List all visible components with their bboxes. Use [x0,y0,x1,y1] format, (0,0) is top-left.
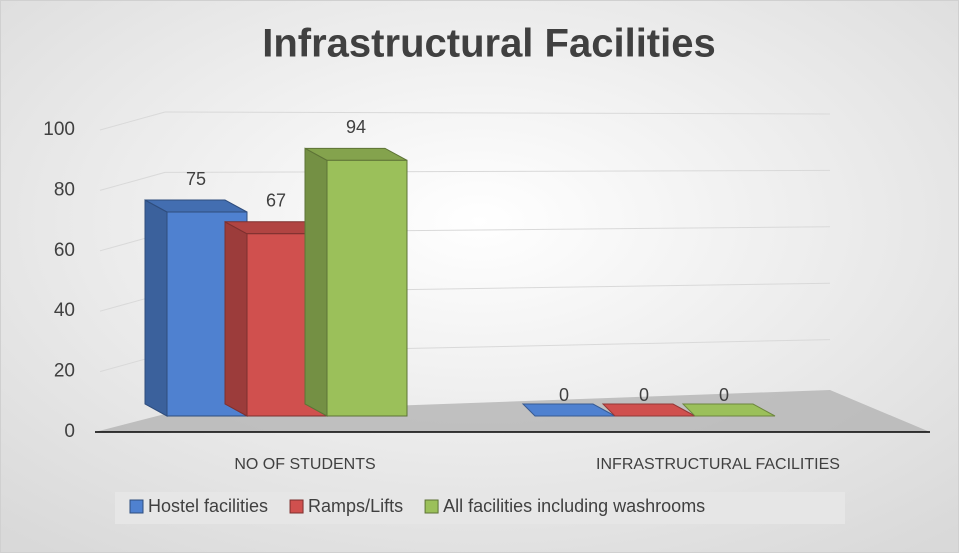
data-label: 94 [346,117,366,137]
legend-swatch [424,499,439,514]
y-tick-label: 0 [64,421,75,442]
chart-title: Infrastructural Facilities [262,22,715,66]
bar [681,403,776,417]
bar-side [304,147,328,417]
legend-box [115,492,845,524]
bar-side [144,199,168,417]
legend-label: All facilities including washrooms [443,496,705,516]
grid-line [99,111,166,131]
grid-line [164,169,831,173]
x-tick-label: INFRASTRUCTURAL FACILITIES [596,456,840,473]
bar [601,403,696,417]
grid-line [164,111,831,115]
legend-swatch [289,499,304,514]
floor [95,390,930,432]
data-label: 67 [266,191,286,211]
bar-side [224,220,248,417]
legend-label: Ramps/Lifts [308,496,403,516]
y-tick-label: 60 [54,240,75,261]
data-label: 0 [639,385,649,405]
bar [326,159,408,417]
legend-label: Hostel facilities [148,496,268,516]
grid-line [99,171,166,191]
data-label: 0 [559,385,569,405]
y-tick-label: 100 [43,119,75,140]
bar [521,403,616,417]
legend-swatch [129,499,144,514]
y-tick-label: 20 [54,361,75,382]
y-tick-label: 40 [54,300,75,321]
x-tick-label: NO OF STUDENTS [234,456,375,473]
data-label: 75 [186,169,206,189]
data-label: 0 [719,385,729,405]
y-tick-label: 80 [54,179,75,200]
